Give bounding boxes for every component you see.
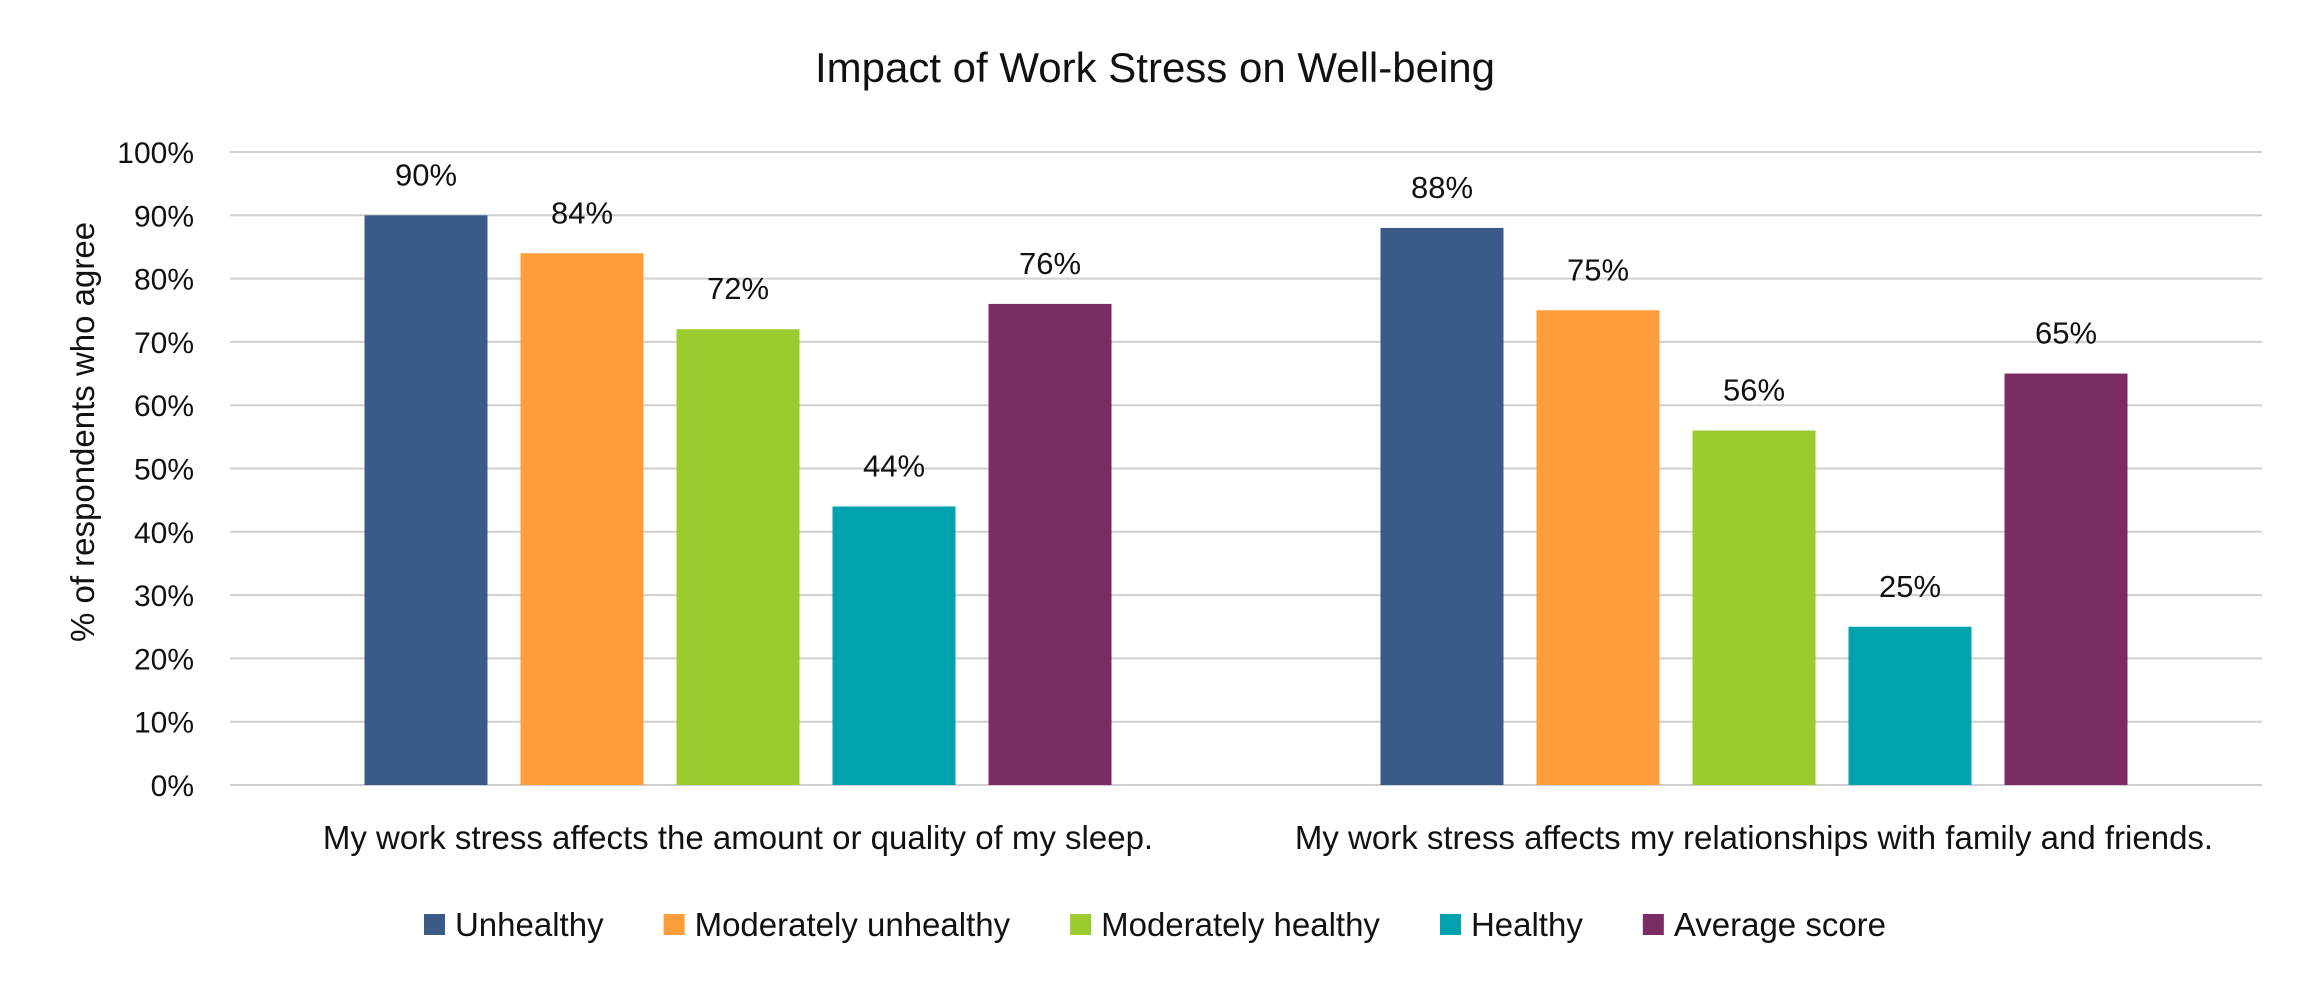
y-tick-label: 10%: [134, 707, 194, 740]
y-tick-label: 100%: [117, 137, 194, 170]
bar: [1536, 310, 1660, 785]
data-labels: 90% 84% 72% 44% 76% 88% 75% 56% 25% 65%: [395, 157, 2097, 603]
legend-label: Unhealthy: [455, 906, 604, 943]
bar: [1692, 430, 1816, 785]
category-label: My work stress affects my relationships …: [1295, 819, 2213, 856]
data-label: 84%: [551, 195, 613, 230]
y-tick-label: 20%: [134, 643, 194, 676]
data-label: 44%: [863, 448, 925, 483]
legend-swatch: [1070, 914, 1092, 935]
legend-label: Average score: [1674, 906, 1886, 943]
chart-title: Impact of Work Stress on Well-being: [815, 44, 1495, 91]
y-tick-label: 30%: [134, 580, 194, 613]
bar: [676, 329, 800, 785]
data-label: 25%: [1879, 569, 1941, 604]
y-axis-tick-labels: 0% 10% 20% 30% 40% 50% 60% 70% 80% 90% 100%: [117, 137, 194, 803]
y-tick-label: 0%: [151, 770, 194, 803]
legend-swatch: [1439, 914, 1461, 935]
legend-label: Moderately healthy: [1101, 906, 1380, 943]
bar: [520, 253, 644, 785]
legend-swatch: [1642, 914, 1664, 935]
x-axis-category-labels: My work stress affects the amount or qua…: [323, 819, 2213, 856]
y-axis-title: % of respondents who agree: [64, 222, 101, 642]
bar: [832, 506, 956, 785]
bar: [1848, 626, 1972, 785]
category-label: My work stress affects the amount or qua…: [323, 819, 1153, 856]
y-tick-label: 60%: [134, 390, 194, 423]
bar: [2004, 373, 2128, 785]
legend: Unhealthy Moderately unhealthy Moderately …: [423, 906, 1886, 943]
data-label: 76%: [1019, 246, 1081, 281]
data-label: 65%: [2035, 316, 2097, 351]
bar: [364, 215, 488, 786]
data-label: 75%: [1567, 252, 1629, 287]
bar: [988, 303, 1112, 785]
data-label: 72%: [707, 271, 769, 306]
bar: [1380, 227, 1504, 785]
legend-label: Healthy: [1471, 906, 1583, 943]
data-label: 90%: [395, 157, 457, 192]
legend-swatch: [423, 914, 445, 935]
data-label: 56%: [1723, 373, 1785, 408]
bars: [364, 215, 2128, 786]
data-label: 88%: [1411, 170, 1473, 205]
y-tick-label: 80%: [134, 264, 194, 297]
y-tick-label: 50%: [134, 454, 194, 487]
y-tick-label: 70%: [134, 327, 194, 360]
legend-swatch: [663, 914, 685, 935]
legend-label: Moderately unhealthy: [695, 906, 1011, 943]
y-tick-label: 90%: [134, 200, 194, 233]
y-tick-label: 40%: [134, 517, 194, 550]
